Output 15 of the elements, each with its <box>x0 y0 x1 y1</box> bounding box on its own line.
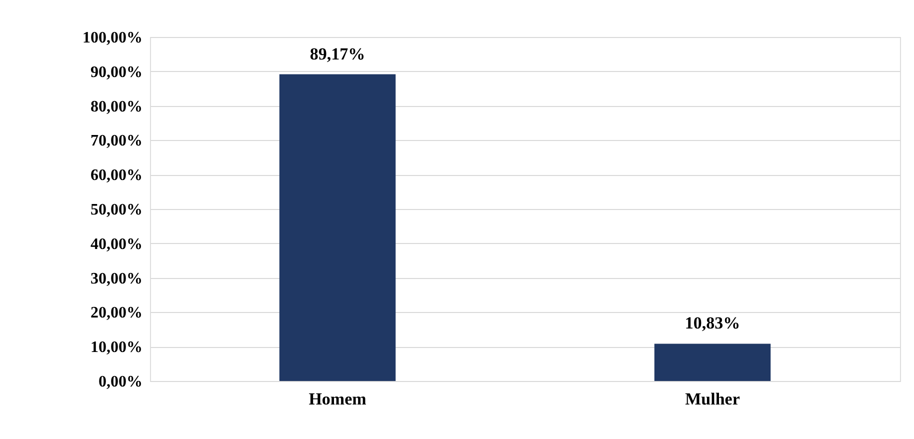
data-label: 89,17% <box>310 44 366 64</box>
y-tick-label: 40,00% <box>90 236 142 253</box>
y-tick-label: 0,00% <box>98 374 142 390</box>
y-tick-label: 100,00% <box>82 30 142 46</box>
data-label: 10,83% <box>684 314 740 333</box>
y-tick-label: 70,00% <box>90 132 142 150</box>
y-tick-label: 50,00% <box>90 202 142 218</box>
x-tick-label: Mulher <box>685 390 740 408</box>
y-tick-label: 80,00% <box>90 98 142 116</box>
x-tick-label: Homem <box>308 390 366 408</box>
y-tick-label: 30,00% <box>90 270 142 288</box>
y-tick-label: 10,00% <box>90 339 142 356</box>
y-tick-label: 90,00% <box>90 64 142 81</box>
y-tick-label: 20,00% <box>90 304 142 322</box>
y-tick-label: 60,00% <box>90 167 142 184</box>
